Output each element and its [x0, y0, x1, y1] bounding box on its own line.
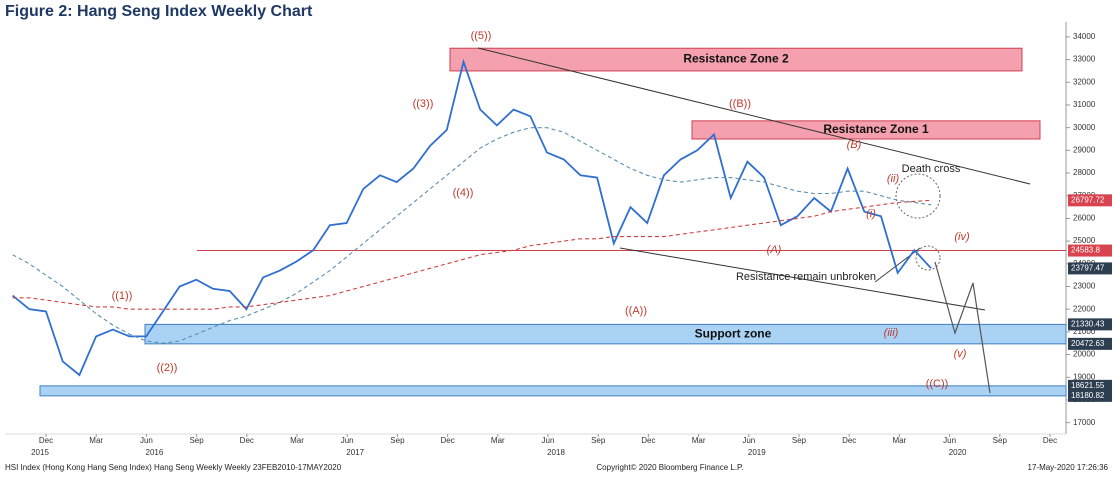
y-tick-label: 21000	[1073, 327, 1096, 336]
year-label: 2017	[346, 448, 364, 457]
year-label: 2016	[146, 448, 164, 457]
x-tick-label: Mar	[893, 436, 907, 445]
wave-label: ((3))	[413, 98, 434, 110]
wave-label: (A)	[767, 244, 782, 256]
highlight-circle	[915, 245, 941, 271]
price-label-box	[1068, 337, 1112, 350]
wave-label: ((2))	[157, 362, 178, 374]
zone	[144, 323, 1067, 345]
zone-label: Resistance Zone 2	[683, 52, 789, 66]
year-label: 2018	[547, 448, 565, 457]
chart-title: Figure 2: Hang Seng Index Weekly Chart	[5, 3, 313, 20]
price-label: 23797.47	[1071, 264, 1105, 273]
zone	[449, 47, 1023, 72]
price-label: 18180.82	[1071, 391, 1105, 400]
trend-line	[619, 247, 986, 311]
data	[12, 58, 932, 377]
zones	[39, 47, 1067, 397]
wave-label: ((A))	[625, 305, 647, 317]
annotation: Death cross	[902, 163, 961, 175]
y-tick-label: 20000	[1073, 350, 1096, 359]
price-label: 26797.72	[1071, 195, 1105, 204]
zone	[39, 385, 1067, 397]
price-label: 18621.55	[1071, 381, 1105, 390]
x-tick-label: Mar	[491, 436, 505, 445]
x-tick-label: Jun	[140, 436, 153, 445]
wave-label: (iii)	[884, 327, 899, 339]
price-label-box	[1068, 262, 1112, 275]
wave-label: ((4))	[453, 187, 474, 199]
y-tick-label: 26000	[1073, 214, 1096, 223]
price-label-box	[1068, 379, 1112, 392]
y-tick-label: 28000	[1073, 168, 1096, 177]
y-tick-label: 31000	[1073, 100, 1096, 109]
price-label-box	[1068, 318, 1112, 331]
year-label: 2019	[748, 448, 766, 457]
wave-label: (B)	[847, 139, 862, 151]
labels: 1700018000190002000021000220002300024000…	[5, 30, 1112, 472]
trend-line	[477, 47, 1031, 185]
price-label: 24583.8	[1071, 246, 1100, 255]
price-label: 21330.43	[1071, 319, 1105, 328]
year-label: 2015	[31, 448, 49, 457]
x-tick-label: Jun	[341, 436, 354, 445]
x-tick-label: Mar	[290, 436, 304, 445]
x-tick-label: Jun	[943, 436, 956, 445]
zone-label: Resistance Zone 1	[823, 122, 929, 136]
footer-left: HSI Index (Hong Kong Hang Seng Index) Ha…	[5, 463, 342, 472]
footer-center: Copyright© 2020 Bloomberg Finance L.P.	[596, 463, 743, 472]
y-tick-label: 25000	[1073, 236, 1096, 245]
y-tick-label: 33000	[1073, 55, 1096, 64]
annotation: Resistance remain unbroken	[736, 271, 876, 283]
price-label-box	[1068, 244, 1112, 257]
footer-right: 17-May-2020 17:26:36	[1028, 463, 1109, 472]
wave-label: (ii)	[887, 173, 900, 185]
y-tick-label: 30000	[1073, 123, 1096, 132]
y-tick-label: 17000	[1073, 418, 1096, 427]
x-tick-label: Dec	[1043, 436, 1057, 445]
x-tick-label: Mar	[89, 436, 103, 445]
wave-label: (iv)	[954, 231, 970, 243]
x-tick-label: Jun	[542, 436, 555, 445]
wave-label: ((B))	[729, 98, 751, 110]
wave-label: (v)	[954, 348, 967, 360]
projection	[934, 261, 991, 394]
y-tick-label: 19000	[1073, 372, 1096, 381]
price-label-box	[1068, 194, 1112, 207]
y-tick-label: 29000	[1073, 145, 1096, 154]
zone-label: Support zone	[695, 326, 772, 340]
wave-label: ((C))	[926, 378, 949, 390]
y-tick-label: 34000	[1073, 32, 1096, 41]
x-tick-label: Dec	[440, 436, 454, 445]
x-tick-label: Jun	[742, 436, 755, 445]
wave-label: (i)	[866, 208, 876, 220]
x-tick-label: Sep	[390, 436, 405, 445]
x-tick-label: Mar	[692, 436, 706, 445]
price-label-box	[1068, 389, 1112, 402]
y-tick-label: 23000	[1073, 282, 1096, 291]
wave-label: ((1))	[112, 290, 133, 302]
x-tick-label: Sep	[591, 436, 606, 445]
year-label: 2020	[949, 448, 967, 457]
highlight-circle	[895, 173, 941, 219]
x-tick-label: Sep	[189, 436, 204, 445]
price-line	[12, 58, 932, 377]
x-tick-label: Dec	[641, 436, 655, 445]
x-tick-label: Dec	[842, 436, 856, 445]
moving-average	[12, 127, 932, 344]
price-label: 20472.63	[1071, 339, 1105, 348]
x-tick-label: Dec	[39, 436, 53, 445]
wave-label: ((5))	[471, 30, 492, 42]
x-tick-label: Sep	[792, 436, 807, 445]
y-tick-label: 22000	[1073, 304, 1096, 313]
x-tick-label: Sep	[993, 436, 1008, 445]
y-tick-label: 32000	[1073, 77, 1096, 86]
zone	[691, 120, 1041, 140]
x-tick-label: Dec	[240, 436, 254, 445]
